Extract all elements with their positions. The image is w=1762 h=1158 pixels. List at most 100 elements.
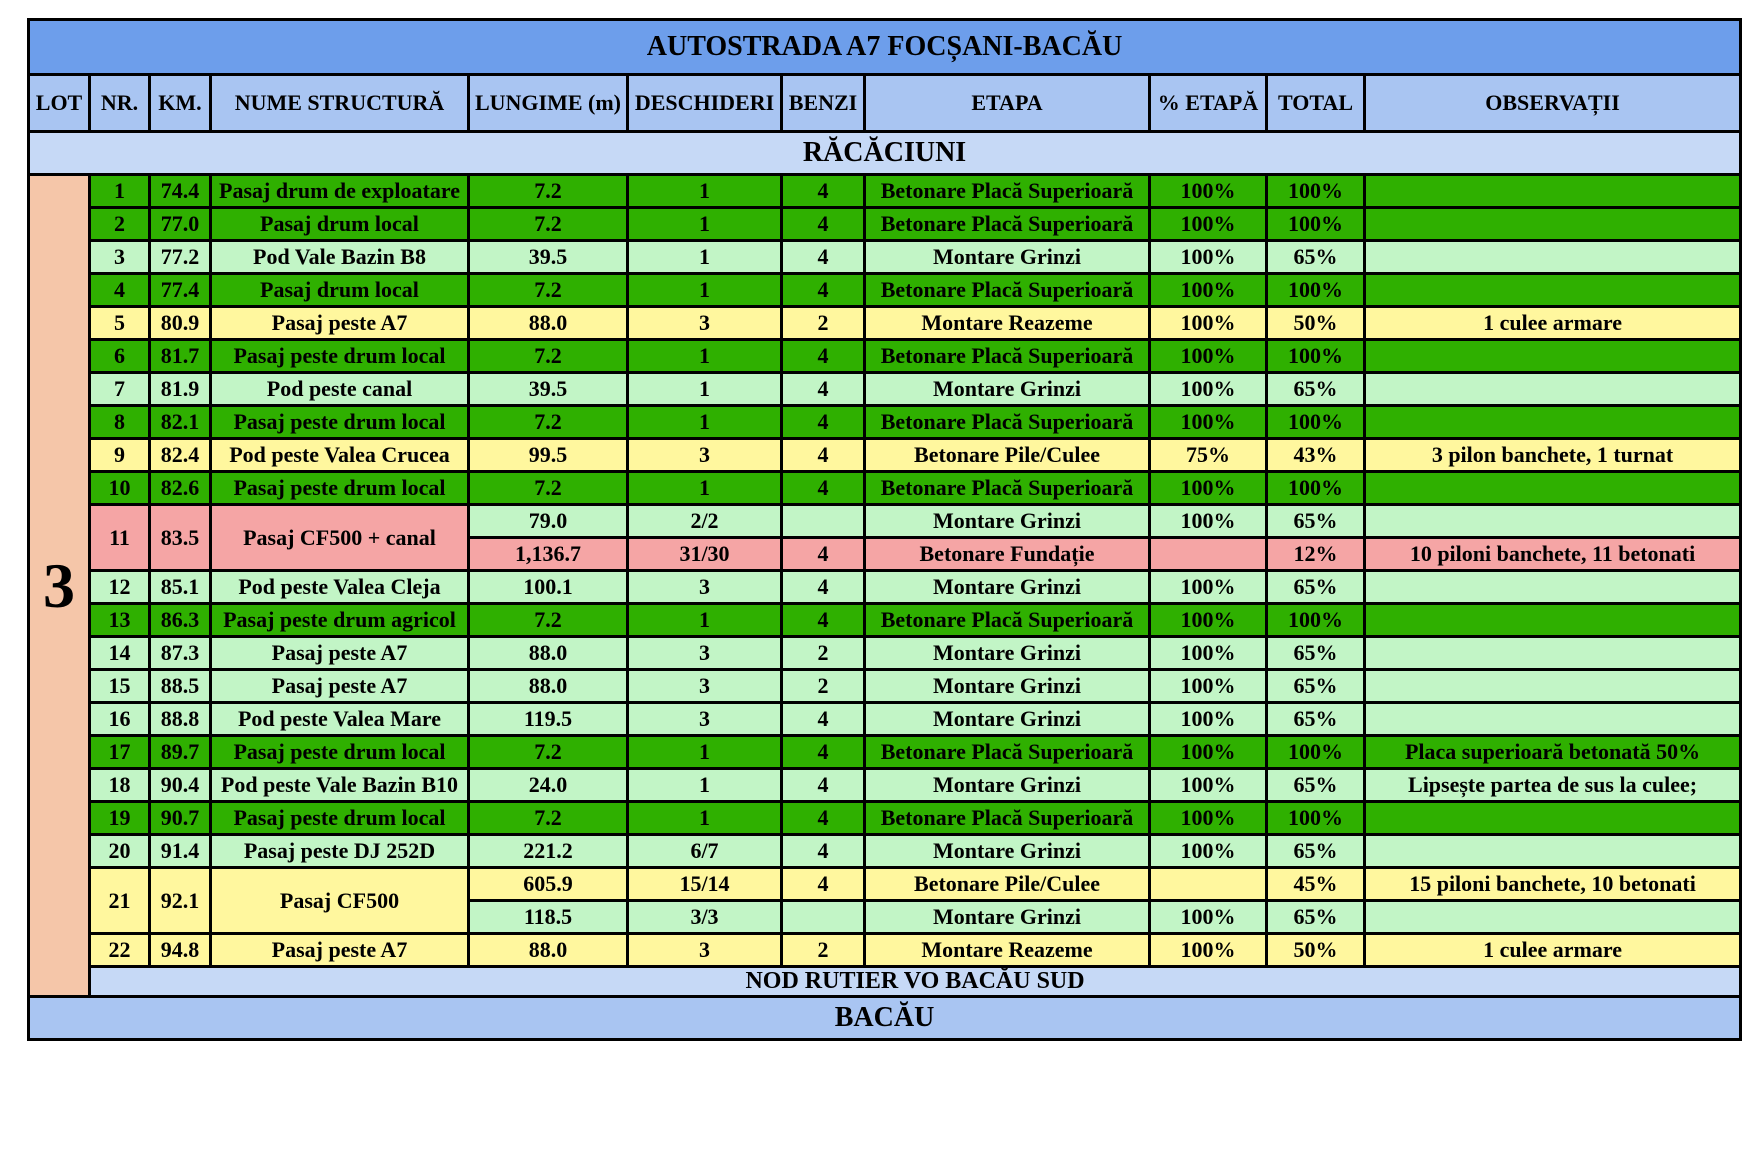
cell-nr: 14	[88, 635, 151, 671]
data-row: 12 85.1 Pod peste Valea Cleja 100.1 3 4 Montar…	[29, 569, 1743, 605]
cell-name: Pasaj peste A7	[209, 305, 470, 341]
table-body: AUTOSTRADA A7 FOCȘANI-BACĂU LOT NR. KM. NUM…	[26, 18, 1743, 1041]
data-row: 118.5 3/3 Montare Grinzi 100% 65%	[29, 899, 1743, 935]
cell-nr: 5	[88, 305, 151, 341]
cell-etapa: Montare Grinzi	[863, 569, 1151, 605]
cell-deschideri: 3	[626, 668, 783, 704]
cell-name: Pasaj peste drum local	[209, 800, 470, 836]
data-row: 15 88.5 Pasaj peste A7 88.0 3 2 Montare Grinzi…	[29, 668, 1743, 704]
cell-name: Pod Vale Bazin B8	[209, 239, 470, 275]
cell-total: 65%	[1265, 569, 1366, 605]
data-row: 22 94.8 Pasaj peste A7 88.0 3 2 Montare Reazem…	[29, 932, 1743, 968]
progress-table: AUTOSTRADA A7 FOCȘANI-BACĂU LOT NR. KM. NUM…	[26, 18, 1743, 1041]
cell-nr: 2	[88, 206, 151, 242]
cell-nr: 16	[88, 701, 151, 737]
cell-lungime: 1,136.7	[467, 536, 629, 572]
cell-observatii: 3 pilon banchete, 1 turnat	[1362, 437, 1743, 473]
cell-nr: 1	[88, 173, 151, 209]
cell-km: 89.7	[148, 734, 212, 770]
cell-etapa: Betonare Pile/Culee	[863, 866, 1151, 902]
column-header: NUME STRUCTURĂ	[209, 73, 470, 133]
cell-total: 65%	[1265, 239, 1366, 275]
cell-total: 100%	[1265, 404, 1366, 440]
cell-observatii	[1362, 602, 1743, 638]
cell-nr: 8	[88, 404, 151, 440]
cell-km: 94.8	[148, 932, 212, 968]
data-row: 3 77.2 Pod Vale Bazin B8 39.5 1 4 Montare Grin…	[29, 239, 1743, 275]
cell-total: 50%	[1265, 305, 1366, 341]
cell-km: 83.5	[148, 503, 212, 572]
data-row: 13 86.3 Pasaj peste drum agricol 7.2 1 4 Beton…	[29, 602, 1743, 638]
cell-observatii	[1362, 899, 1743, 935]
data-row: 21 92.1 Pasaj CF500 605.9 15/14 4 Betonare Pil…	[29, 866, 1743, 935]
cell-nr: 22	[88, 932, 151, 968]
title-row: AUTOSTRADA A7 FOCȘANI-BACĂU	[26, 18, 1743, 76]
header-row: LOT NR. KM. NUME STRUCTURĂ LUNGIME (m) DESCHI…	[27, 73, 1743, 133]
cell-deschideri: 1	[626, 173, 783, 209]
cell-lungime: 119.5	[467, 701, 629, 737]
cell-benzi: 4	[780, 569, 866, 605]
cell-benzi: 4	[780, 866, 866, 902]
cell-benzi: 4	[780, 602, 866, 638]
data-row: 7 81.9 Pod peste canal 39.5 1 4 Montare Grinzi…	[29, 371, 1743, 407]
cell-nr: 12	[88, 569, 151, 605]
cell-observatii	[1362, 404, 1743, 440]
cell-deschideri: 1	[626, 239, 783, 275]
cell-lungime: 88.0	[467, 305, 629, 341]
cell-etapa: Montare Grinzi	[863, 833, 1151, 869]
cell-etapa: Betonare Placă Superioară	[863, 272, 1151, 308]
cell-etapa-pct: 100%	[1148, 173, 1268, 209]
cell-total: 65%	[1265, 371, 1366, 407]
table-title: AUTOSTRADA A7 FOCȘANI-BACĂU	[26, 18, 1743, 76]
cell-km: 85.1	[148, 569, 212, 605]
cell-deschideri: 3/3	[626, 899, 783, 935]
cell-name: Pasaj drum local	[209, 206, 470, 242]
cell-deschideri: 3	[626, 437, 783, 473]
cell-etapa: Montare Grinzi	[863, 503, 1151, 539]
cell-deschideri: 3	[626, 932, 783, 968]
cell-etapa: Montare Grinzi	[863, 635, 1151, 671]
cell-name: Pasaj drum de exploatare	[209, 173, 470, 209]
cell-benzi: 4	[780, 206, 866, 242]
cell-etapa: Betonare Placă Superioară	[863, 173, 1151, 209]
cell-name: Pasaj peste drum local	[209, 404, 470, 440]
cell-lungime: 99.5	[467, 437, 629, 473]
cell-observatii: 10 piloni banchete, 11 betonati	[1362, 536, 1743, 572]
cell-lungime: 7.2	[467, 272, 629, 308]
cell-etapa: Betonare Placă Superioară	[863, 206, 1151, 242]
cell-etapa-pct: 100%	[1148, 371, 1268, 407]
cell-etapa: Montare Grinzi	[863, 371, 1151, 407]
cell-etapa-pct: 100%	[1148, 338, 1268, 374]
column-header: LUNGIME (m)	[467, 73, 629, 133]
cell-lungime: 88.0	[467, 932, 629, 968]
cell-observatii	[1362, 338, 1743, 374]
cell-etapa: Montare Grinzi	[863, 668, 1151, 704]
cell-km: 81.7	[148, 338, 212, 374]
data-row: 2 77.0 Pasaj drum local 7.2 1 4 Betonare Placă…	[29, 206, 1743, 242]
cell-etapa-pct: 100%	[1148, 701, 1268, 737]
cell-observatii	[1362, 668, 1743, 704]
cell-benzi: 4	[780, 701, 866, 737]
cell-lungime: 7.2	[467, 734, 629, 770]
cell-observatii	[1362, 239, 1743, 275]
cell-benzi: 4	[780, 437, 866, 473]
cell-km: 91.4	[148, 833, 212, 869]
cell-etapa: Betonare Placă Superioară	[863, 470, 1151, 506]
cell-total: 12%	[1265, 536, 1366, 572]
cell-etapa: Betonare Placă Superioară	[863, 734, 1151, 770]
cell-total: 65%	[1265, 701, 1366, 737]
cell-nr: 20	[88, 833, 151, 869]
cell-etapa-pct	[1148, 536, 1268, 572]
cell-nr: 6	[88, 338, 151, 374]
cell-etapa-pct: 100%	[1148, 239, 1268, 275]
footer-title: BACĂU	[26, 995, 1743, 1041]
column-header: LOT	[27, 73, 91, 133]
cell-km: 90.4	[148, 767, 212, 803]
cell-etapa: Betonare Placă Superioară	[863, 800, 1151, 836]
data-row: 6 81.7 Pasaj peste drum local 7.2 1 4 Betonare…	[29, 338, 1743, 374]
cell-total: 100%	[1265, 338, 1366, 374]
cell-etapa-pct: 100%	[1148, 503, 1268, 539]
data-row: 14 87.3 Pasaj peste A7 88.0 3 2 Montare Grinzi…	[29, 635, 1743, 671]
cell-etapa: Betonare Pile/Culee	[863, 437, 1151, 473]
cell-nr: 11	[88, 503, 151, 572]
